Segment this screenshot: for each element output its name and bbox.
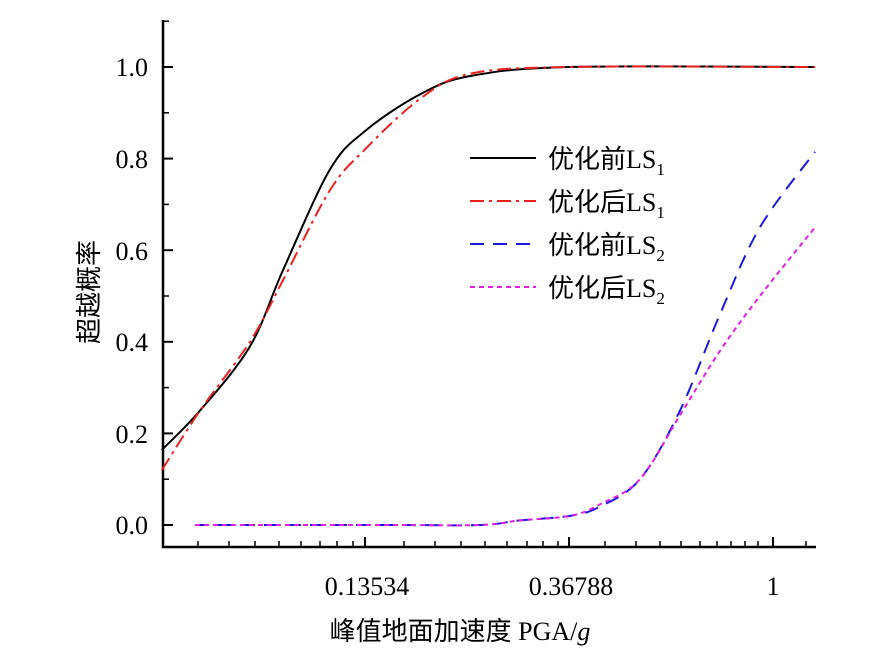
y-tick-label: 1.0 [116, 53, 149, 82]
x-axis-label: 峰值地面加速度 PGA/g [330, 617, 591, 646]
series-line-0 [161, 65, 816, 451]
x-tick-label: 0.13534 [325, 572, 410, 601]
series-line-3 [194, 226, 816, 527]
legend-label: 优化前LS1 [548, 145, 665, 179]
y-tick-label: 0.2 [116, 420, 149, 449]
legend-label: 优化后LS1 [548, 188, 665, 222]
series-line-2 [194, 151, 816, 527]
legend-label: 优化前LS2 [548, 231, 665, 265]
y-tick-label: 0.4 [116, 328, 149, 357]
y-tick-label: 0.8 [116, 145, 149, 174]
series-line-1 [161, 65, 816, 471]
legend: 优化前LS1 优化后LS1 优化前LS2 优化后LS2 [470, 145, 665, 308]
y-tick-label: 0.0 [116, 511, 149, 540]
legend-label: 优化后LS2 [548, 274, 665, 308]
x-tick-label: 0.36788 [529, 572, 614, 601]
y-tick-label: 0.6 [116, 237, 149, 266]
y-axis-label: 超越概率 [75, 240, 104, 344]
x-tick-label: 1 [767, 572, 780, 601]
